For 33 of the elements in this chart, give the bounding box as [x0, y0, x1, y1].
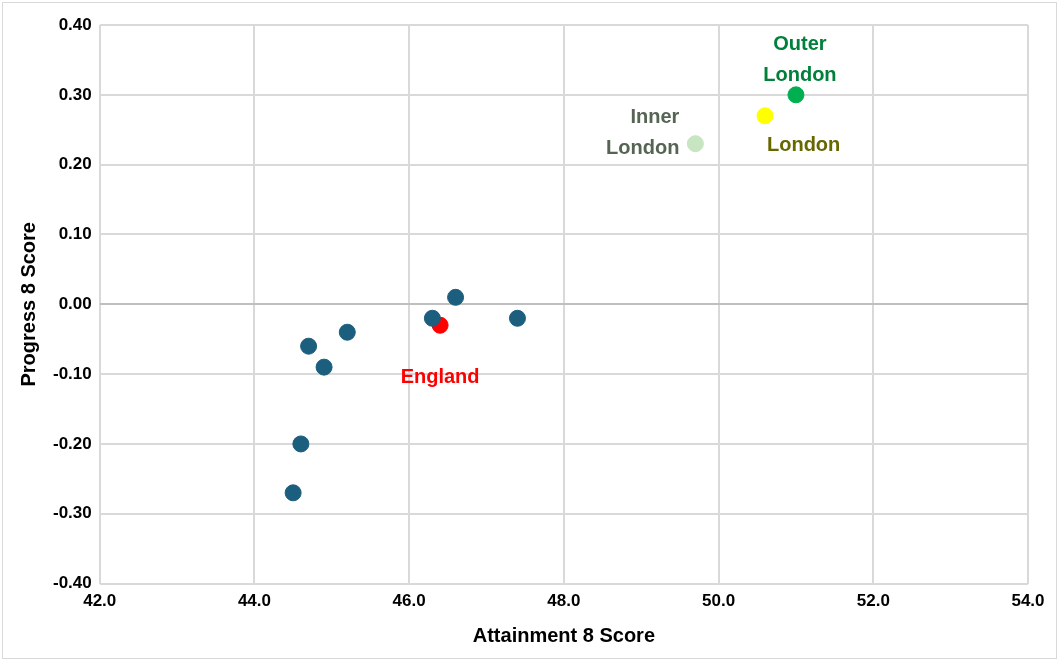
y-axis-title: Progress 8 Score — [16, 222, 39, 387]
x-axis-title: Attainment 8 Score — [472, 623, 656, 646]
point — [508, 309, 526, 327]
x-tick-label: 50.0 — [702, 591, 736, 611]
point — [447, 288, 465, 306]
x-tick-label: 48.0 — [547, 591, 581, 611]
point — [787, 86, 805, 104]
y-tick-label: -0.10 — [53, 363, 92, 383]
series-label: Outer London — [763, 32, 837, 86]
point — [284, 484, 302, 502]
y-tick-label: 0.10 — [58, 224, 92, 244]
point — [338, 323, 356, 341]
y-tick-label: -0.30 — [53, 503, 92, 523]
x-tick-label: 42.0 — [83, 591, 117, 611]
x-tick-label: 46.0 — [392, 591, 426, 611]
y-tick-label: 0.20 — [58, 154, 92, 174]
point — [300, 337, 318, 355]
x-tick-label: 52.0 — [856, 591, 890, 611]
point — [686, 135, 704, 153]
y-tick-label: 0.00 — [58, 293, 92, 313]
point — [756, 107, 774, 125]
y-tick-label: -0.20 — [53, 433, 92, 453]
point — [315, 358, 333, 376]
point — [423, 309, 441, 327]
y-tick-label: 0.30 — [58, 84, 92, 104]
text: England — [400, 364, 480, 387]
x-tick-label: 54.0 — [1011, 591, 1045, 611]
y-tick-label: -0.40 — [53, 573, 92, 593]
point — [292, 435, 310, 453]
x-tick-label: 44.0 — [237, 591, 271, 611]
series-label: London — [767, 133, 841, 156]
y-tick-label: 0.40 — [58, 14, 92, 34]
series-label: Inner London — [606, 105, 680, 159]
